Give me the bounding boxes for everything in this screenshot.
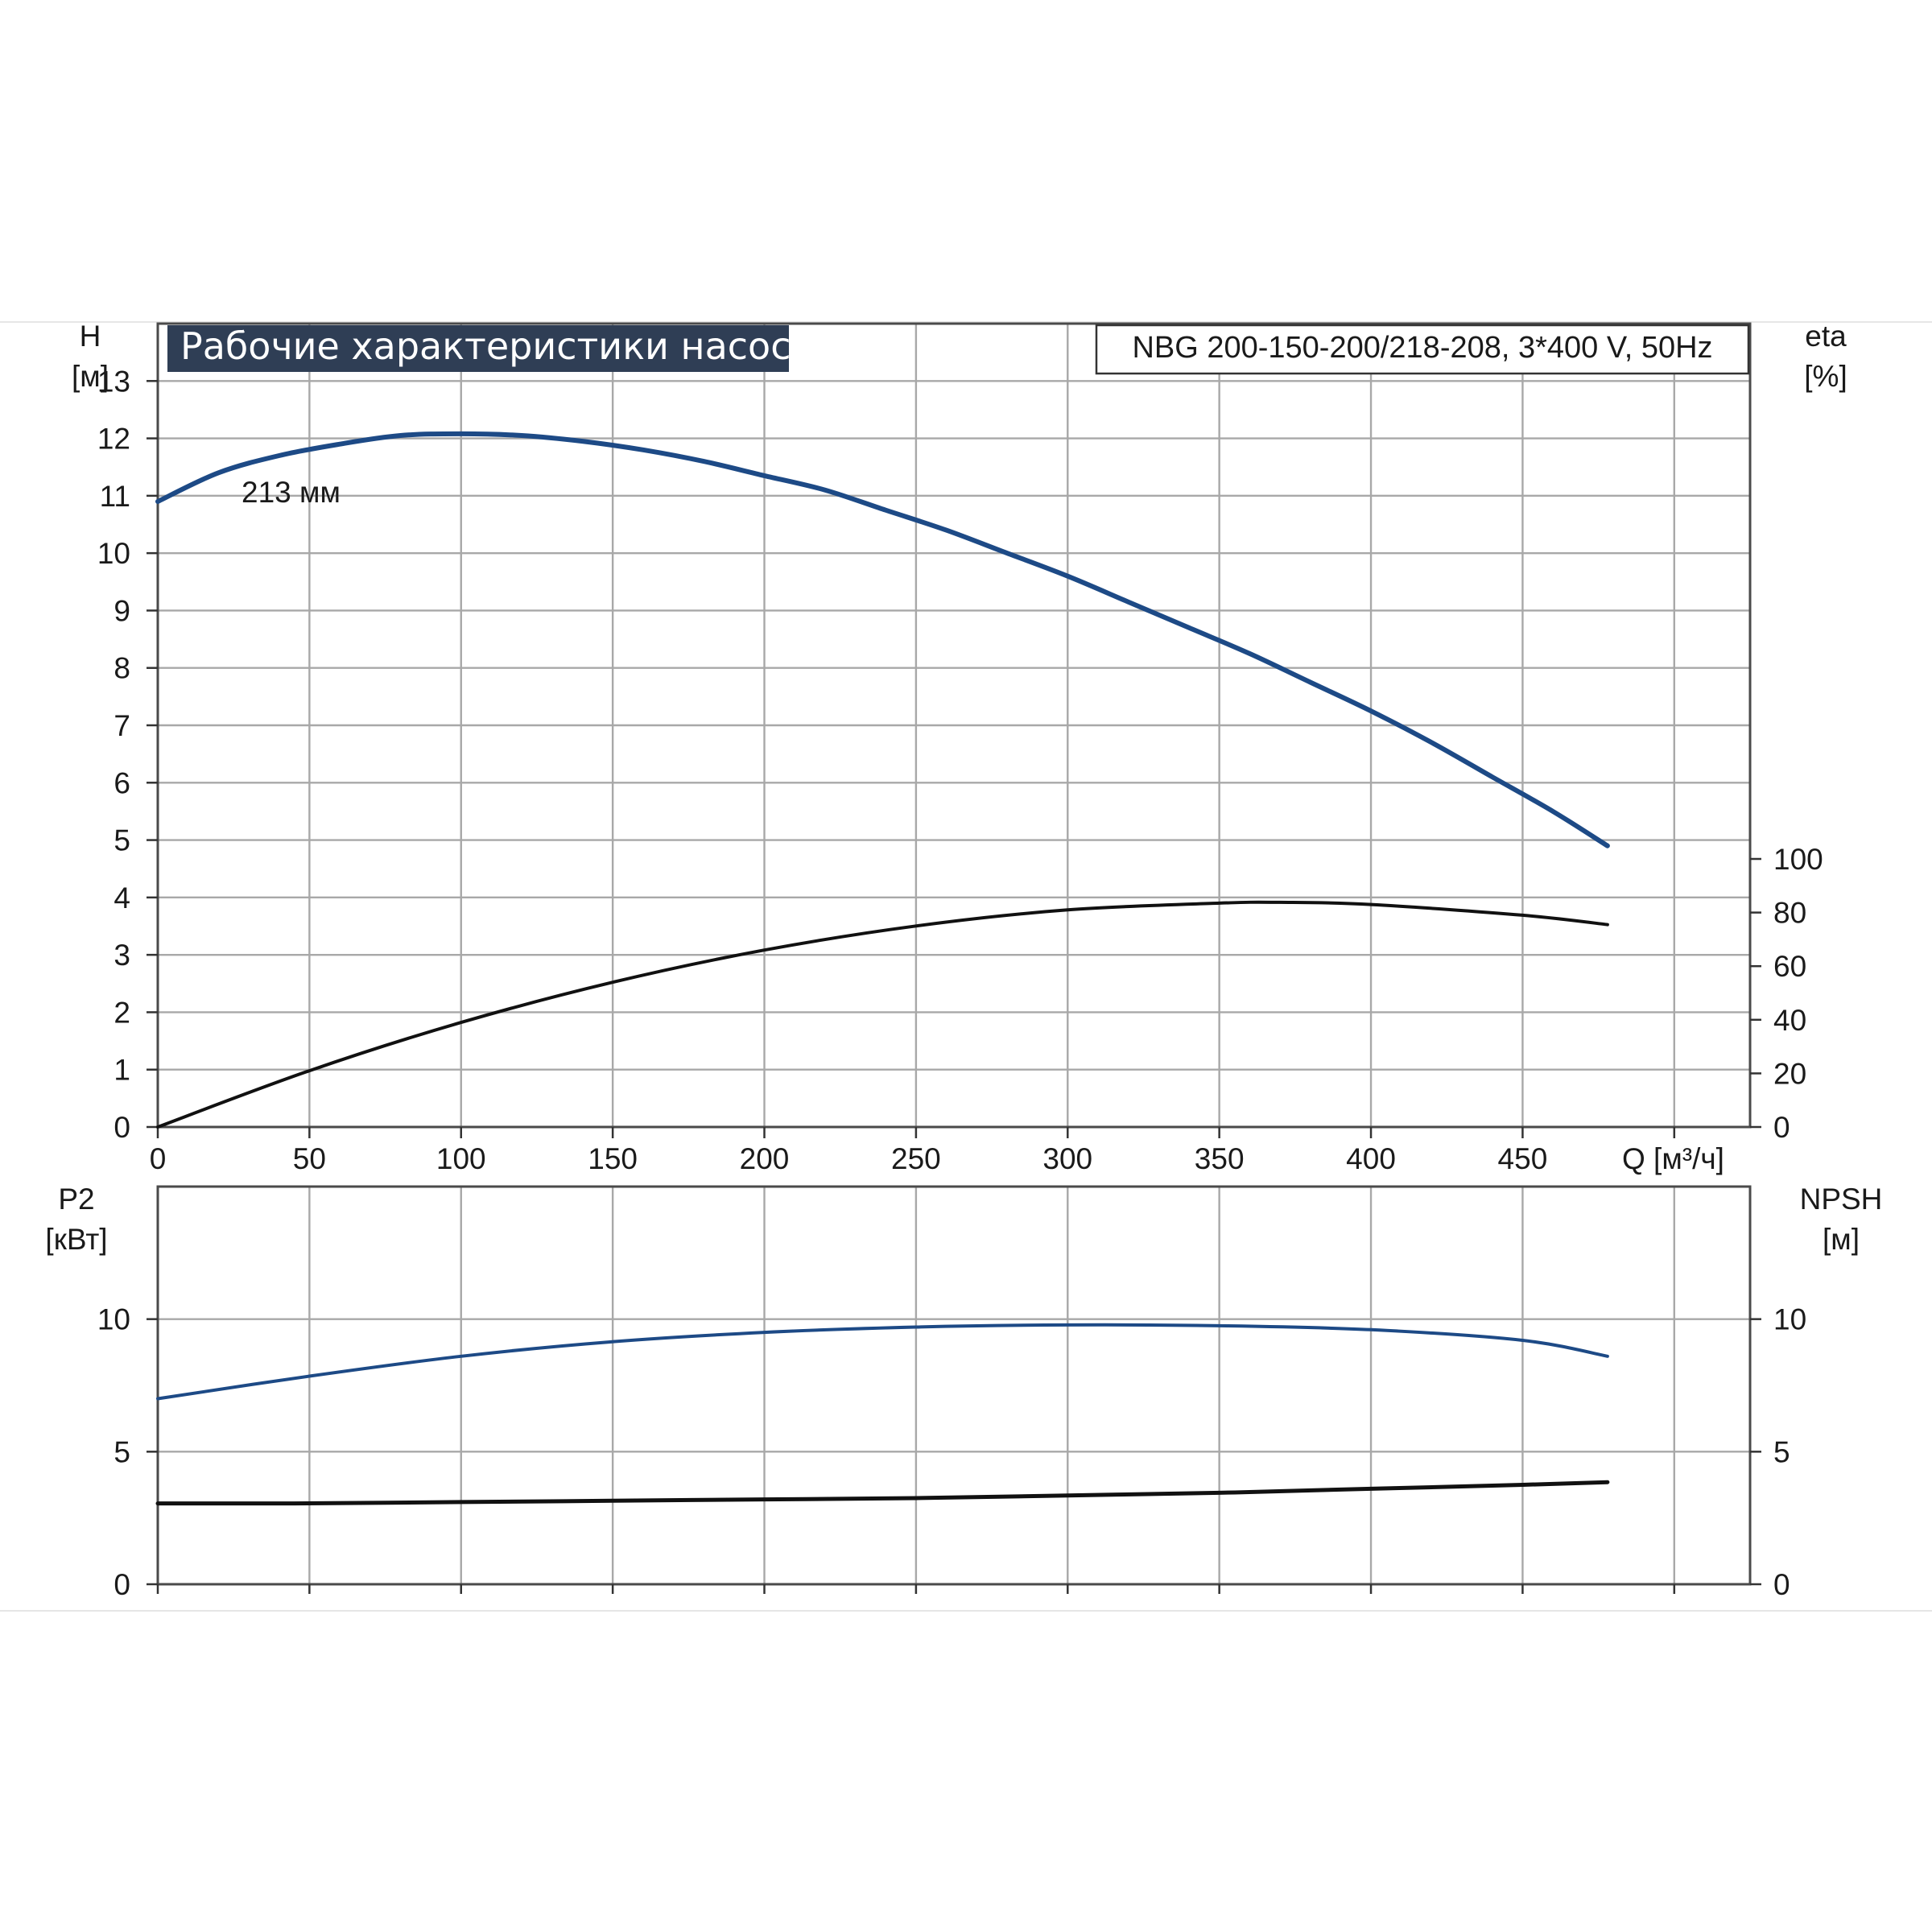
p2-tick-label: 10 bbox=[97, 1303, 130, 1336]
p2-axis-unit: [кВт] bbox=[45, 1223, 107, 1256]
h-tick-label: 0 bbox=[114, 1111, 130, 1144]
npsh-curve bbox=[155, 1480, 1610, 1506]
chart-title: Рабочие характеристики насоса bbox=[180, 324, 814, 368]
head-curve-label: 213 мм bbox=[242, 476, 341, 509]
p2-tick-label: 0 bbox=[114, 1568, 130, 1601]
model-box: NBG 200-150-200/218-208, 3*400 V, 50Hz bbox=[1095, 324, 1750, 375]
h-tick-label: 12 bbox=[97, 423, 130, 456]
bottom-panel-frame bbox=[156, 1185, 1752, 1586]
h-tick-label: 13 bbox=[97, 365, 130, 398]
h-axis-title: H bbox=[80, 320, 101, 353]
model-box-frame bbox=[1095, 324, 1750, 375]
power-p2-curve bbox=[156, 1323, 1609, 1401]
title-background bbox=[167, 325, 789, 372]
q-tick-label: 350 bbox=[1195, 1142, 1245, 1175]
npsh-tick-label: 0 bbox=[1773, 1568, 1790, 1601]
npsh-tick-label: 5 bbox=[1773, 1435, 1790, 1468]
npsh-tick-label: 10 bbox=[1773, 1303, 1806, 1336]
eta-tick-label: 60 bbox=[1773, 950, 1806, 983]
h-tick-label: 11 bbox=[100, 480, 130, 513]
h-tick-label: 7 bbox=[114, 709, 130, 742]
performance-curves bbox=[155, 431, 1610, 1506]
h-tick-label: 10 bbox=[97, 537, 130, 570]
p2-axis-title: P2 bbox=[58, 1183, 94, 1216]
q-tick-label: 450 bbox=[1498, 1142, 1548, 1175]
eta-tick-label: 100 bbox=[1773, 843, 1823, 876]
q-tick-label: 100 bbox=[436, 1142, 486, 1175]
eta-axis-title: eta bbox=[1805, 320, 1847, 353]
h-tick-label: 6 bbox=[114, 766, 130, 799]
p2-tick-label: 5 bbox=[114, 1435, 130, 1468]
h-tick-label: 3 bbox=[114, 939, 130, 972]
axis-titles: H [м] eta [%] Q [м³/ч] P2 [кВт] NPSH [м] bbox=[45, 320, 1882, 1256]
h-tick-label: 5 bbox=[114, 824, 130, 857]
h-tick-label: 9 bbox=[114, 594, 130, 627]
pump-model-label: NBG 200-150-200/218-208, 3*400 V, 50Hz bbox=[1132, 331, 1712, 365]
efficiency-curve bbox=[156, 900, 1609, 1129]
eta-tick-label: 40 bbox=[1773, 1004, 1806, 1037]
q-tick-label: 0 bbox=[150, 1142, 167, 1175]
eta-tick-label: 0 bbox=[1773, 1111, 1790, 1144]
q-axis-title: Q [м³/ч] bbox=[1622, 1142, 1724, 1175]
eta-tick-label: 80 bbox=[1773, 897, 1806, 930]
h-tick-label: 2 bbox=[114, 996, 130, 1029]
q-tick-label: 400 bbox=[1346, 1142, 1396, 1175]
head-curve-213mm bbox=[155, 431, 1610, 848]
h-tick-label: 1 bbox=[114, 1054, 130, 1087]
bottom-panel-grid bbox=[158, 1187, 1750, 1584]
h-tick-label: 8 bbox=[114, 652, 130, 685]
top-panel-grid bbox=[158, 322, 1750, 1127]
q-tick-label: 150 bbox=[588, 1142, 638, 1175]
npsh-axis-unit: [м] bbox=[1823, 1223, 1860, 1256]
q-tick-label: 200 bbox=[740, 1142, 790, 1175]
npsh-axis-title: NPSH bbox=[1800, 1183, 1883, 1216]
q-tick-label: 300 bbox=[1042, 1142, 1092, 1175]
title-box: Рабочие характеристики насоса bbox=[167, 324, 814, 372]
h-axis-unit: [м] bbox=[72, 360, 109, 393]
axis-ticks bbox=[147, 380, 1761, 1594]
h-tick-label: 4 bbox=[114, 881, 130, 914]
q-tick-label: 250 bbox=[891, 1142, 941, 1175]
q-tick-label: 50 bbox=[293, 1142, 326, 1175]
eta-tick-label: 20 bbox=[1773, 1057, 1806, 1090]
eta-axis-unit: [%] bbox=[1804, 360, 1847, 393]
